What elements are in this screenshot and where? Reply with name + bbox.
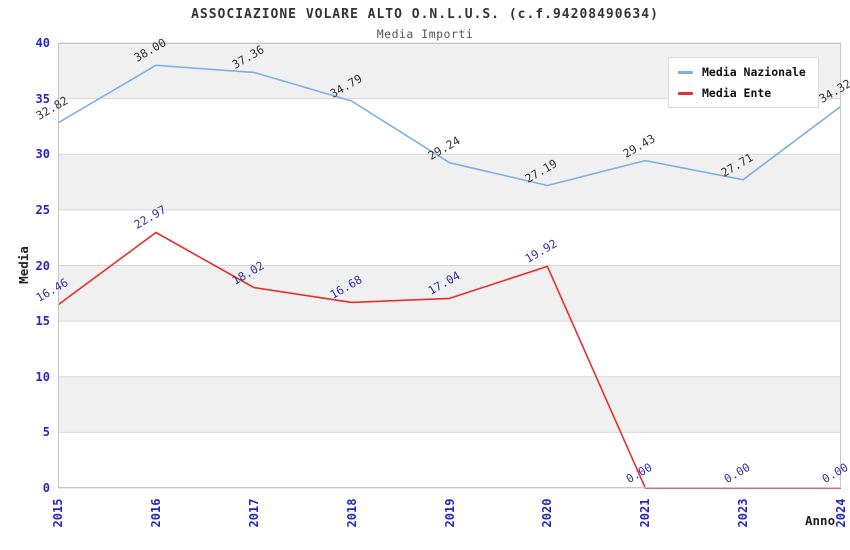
x-tick-label: 2016 [148,498,163,528]
plot-border [58,43,841,488]
legend: Media Nazionale Media Ente [668,57,819,108]
y-tick-label: 0 [42,481,50,495]
x-tick-label: 2020 [540,498,555,528]
plot-band [58,209,841,266]
x-axis-title: Anno [805,513,836,528]
series-line-media-nazionale [57,64,842,187]
x-tick-label: 2018 [344,498,359,528]
y-tick-label: 35 [35,91,50,106]
y-axis-title: Media [16,246,31,284]
plot-area: 0 5 10 15 20 25 30 35 40 2015 2016 2017 2018 2019 2020… [34,36,850,528]
chart-title: ASSOCIAZIONE VOLARE ALTO O.N.L.U.S. (c.f… [191,7,659,22]
y-tick-label: 10 [35,369,50,384]
y-tick-label: 15 [35,314,50,329]
x-tick-label: 2021 [638,498,653,528]
legend-label: Media Nazionale [702,65,806,79]
plot-svg [57,42,842,489]
x-tick-label: 2023 [736,498,751,528]
media-ente-line-swatch-icon [678,91,693,95]
x-tick-label: 2015 [51,498,65,528]
chart-subtitle: Media Importi [376,27,474,41]
plot-band [58,265,841,322]
y-tick-label: 25 [35,202,50,217]
plot-band [58,432,841,488]
plot-band [58,376,841,433]
plot-band [58,321,841,377]
x-tick-label: 2024 [834,498,848,528]
legend-item-media-nazionale: Media Nazionale [678,65,806,79]
legend-item-media-ente: Media Ente [678,86,806,100]
media-nazionale-line-swatch-icon [678,70,693,74]
x-tick-label: 2017 [246,498,261,528]
y-tick-label: 30 [35,147,50,162]
y-tick-label: 20 [35,258,50,273]
legend-label: Media Ente [702,86,772,100]
x-tick-label: 2019 [442,498,457,528]
y-tick-label: 40 [35,36,50,50]
y-tick-label: 5 [42,425,50,440]
